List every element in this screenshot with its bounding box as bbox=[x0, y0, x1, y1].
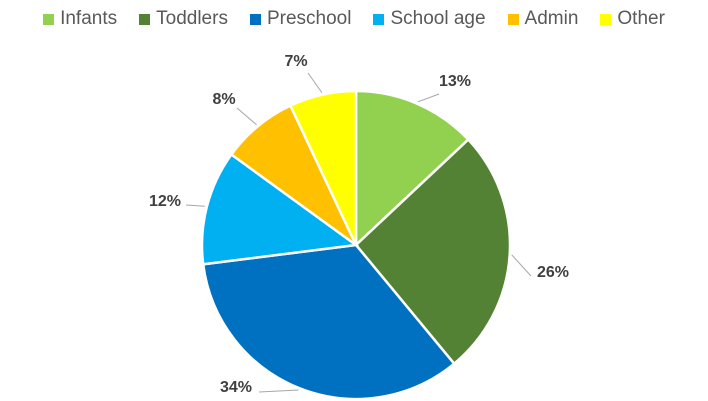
legend-label: Preschool bbox=[266, 8, 352, 29]
legend-swatch bbox=[43, 13, 55, 25]
leader-line bbox=[236, 107, 257, 126]
pie-slice-toddlers bbox=[354, 137, 512, 366]
pie-slice-other bbox=[288, 89, 358, 246]
legend-swatch bbox=[139, 13, 151, 25]
legend-label: Admin bbox=[524, 8, 579, 29]
legend-label: Infants bbox=[60, 8, 118, 29]
data-label-admin: 8% bbox=[212, 91, 235, 108]
legend-label: School age bbox=[390, 8, 486, 29]
legend-swatch bbox=[373, 13, 385, 25]
legend-item-school-age: School age bbox=[373, 8, 486, 30]
leader-line bbox=[307, 72, 323, 94]
pie-slice-preschool bbox=[201, 243, 456, 401]
legend-item-admin: Admin bbox=[507, 8, 579, 30]
pie-slice-infants bbox=[354, 89, 471, 248]
legend-item-infants: Infants bbox=[43, 8, 117, 30]
leader-line bbox=[258, 389, 299, 393]
data-label-school-age: 12% bbox=[149, 193, 181, 210]
legend-swatch bbox=[600, 13, 612, 25]
data-label-toddlers: 26% bbox=[537, 264, 569, 281]
legend-swatch bbox=[249, 13, 261, 25]
leader-line bbox=[417, 93, 440, 103]
leader-line bbox=[511, 254, 532, 277]
legend-item-preschool: Preschool bbox=[249, 8, 352, 30]
legend-item-other: Other bbox=[600, 8, 665, 30]
data-label-preschool: 34% bbox=[220, 379, 252, 396]
pie-slice-school-age bbox=[200, 152, 360, 266]
legend-swatch bbox=[507, 13, 519, 25]
leader-line bbox=[185, 204, 205, 207]
data-label-infants: 13% bbox=[439, 73, 471, 90]
legend-item-toddlers: Toddlers bbox=[139, 8, 228, 30]
legend-label: Other bbox=[617, 8, 665, 29]
data-label-other: 7% bbox=[284, 53, 307, 70]
chart-legend: Infants Toddlers Preschool School age Admin O… bbox=[0, 6, 708, 32]
legend-label: Toddlers bbox=[156, 8, 228, 29]
